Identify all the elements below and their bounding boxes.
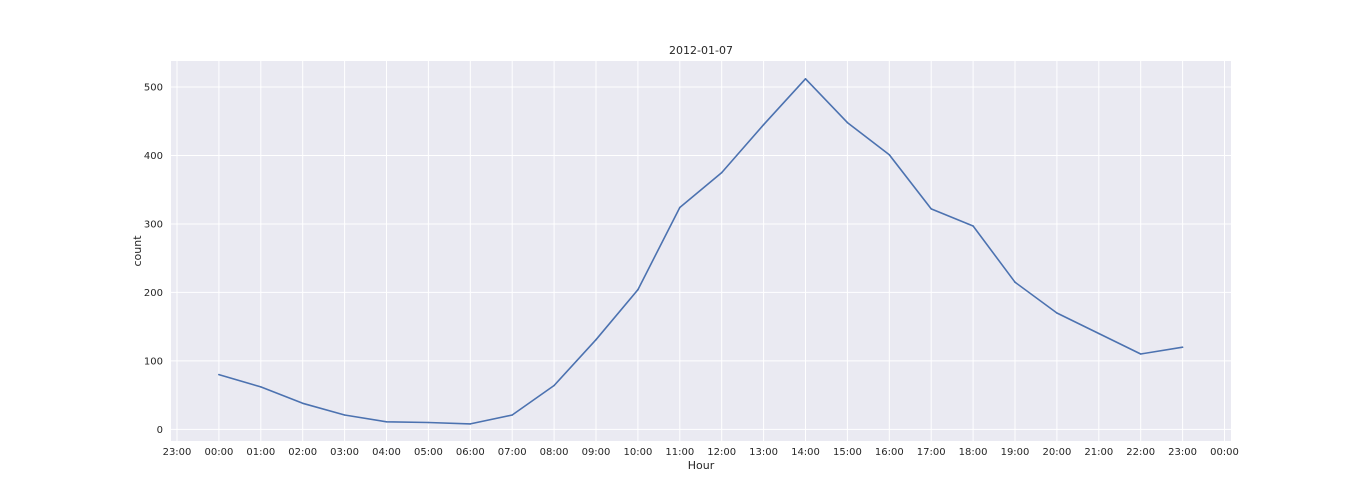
data-point — [720, 171, 723, 174]
x-tick-label: 04:00 — [372, 447, 401, 458]
x-tick-label: 16:00 — [875, 447, 904, 458]
x-tick-label: 11:00 — [665, 447, 694, 458]
x-tick-label: 06:00 — [456, 447, 485, 458]
series-layer — [218, 78, 1184, 425]
data-point — [469, 423, 472, 425]
y-tick-label: 500 — [144, 83, 163, 94]
x-tick-label: 00:00 — [204, 447, 233, 458]
x-tick-label: 22:00 — [1126, 447, 1155, 458]
y-tick-label: 100 — [144, 356, 163, 367]
y-gridlines — [171, 86, 1231, 430]
x-tick-label: 00:00 — [1210, 447, 1239, 458]
x-tick-label: 20:00 — [1042, 447, 1071, 458]
plot-background — [171, 61, 1231, 441]
y-tick-label: 300 — [144, 219, 163, 230]
y-axis-title: count — [131, 235, 144, 267]
x-tick-label: 13:00 — [749, 447, 778, 458]
data-point — [427, 421, 430, 424]
chart-title: 2012-01-07 — [669, 44, 733, 57]
x-tick-label: 02:00 — [288, 447, 317, 458]
x-gridlines — [176, 61, 1225, 441]
x-tick-label: 03:00 — [330, 447, 359, 458]
x-tick-label: 10:00 — [623, 447, 652, 458]
series-line — [218, 78, 1183, 425]
x-tick-label: 12:00 — [707, 447, 736, 458]
x-tick-label: 07:00 — [498, 447, 527, 458]
data-point — [804, 78, 807, 80]
data-point — [930, 208, 932, 210]
data-point — [260, 386, 262, 388]
data-point — [218, 373, 220, 376]
x-tick-label: 23:00 — [1168, 447, 1197, 458]
x-tick-label: 17:00 — [917, 447, 946, 458]
data-point — [301, 402, 304, 405]
data-point — [1056, 312, 1058, 314]
x-tick-label: 01:00 — [246, 447, 275, 458]
data-point — [637, 288, 639, 291]
data-point — [846, 121, 849, 124]
data-point — [1098, 332, 1100, 335]
y-tick-label: 200 — [144, 288, 163, 299]
x-tick-label: 08:00 — [540, 447, 569, 458]
data-point — [595, 338, 597, 341]
data-point — [1014, 281, 1016, 284]
x-tick-label: 15:00 — [833, 447, 862, 458]
x-tick-label: 14:00 — [791, 447, 820, 458]
x-tick-label: 05:00 — [414, 447, 443, 458]
data-point — [553, 384, 555, 387]
x-tick-label: 23:00 — [163, 447, 192, 458]
x-tick-label: 19:00 — [1001, 447, 1030, 458]
y-tick-label: 0 — [157, 425, 163, 436]
x-tick-labels: 23:00 00:00 01:00 02:00 03:00 04:00 05:00 06:00… — [163, 447, 1239, 458]
data-point — [385, 421, 388, 423]
x-tick-label: 18:00 — [959, 447, 988, 458]
y-tick-label: 400 — [144, 151, 163, 162]
y-tick-labels: 0 100 200 300 400 500 — [144, 83, 163, 436]
data-point — [343, 414, 346, 416]
x-axis-title: Hour — [688, 459, 715, 472]
data-point — [1139, 353, 1142, 355]
data-point — [972, 225, 974, 227]
x-tick-label: 21:00 — [1084, 447, 1113, 458]
data-point — [762, 123, 765, 126]
data-point — [888, 154, 891, 156]
data-point — [679, 206, 681, 209]
data-point — [511, 414, 513, 416]
data-point — [1181, 346, 1184, 349]
x-tick-label: 09:00 — [582, 447, 611, 458]
